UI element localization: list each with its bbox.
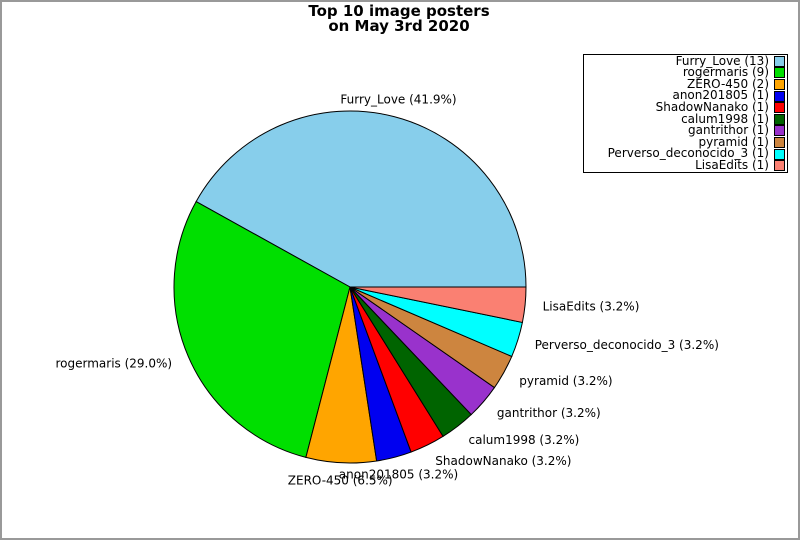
legend-swatch-icon — [774, 148, 785, 160]
wedge-label-anon201805: anon201805 (3.2%) — [339, 467, 458, 481]
legend-box: Furry_Love (13) rogermaris (9) ZERO-450 (2… — [583, 54, 788, 173]
wedge-label-Furry_Love: Furry_Love (41.9%) — [340, 93, 456, 107]
legend-swatch-icon — [774, 55, 785, 67]
legend-label: calum1998 (1) — [681, 111, 769, 126]
legend-swatch-icon — [774, 160, 785, 172]
wedge-label-calum1998: calum1998 (3.2%) — [469, 433, 580, 447]
legend-row-LisaEdits: LisaEdits (1) — [586, 157, 785, 172]
pie-wedge-LisaEdits — [349, 286, 527, 324]
wedge-label-ShadowNanako: ShadowNanako (3.2%) — [435, 454, 571, 468]
wedge-label-gantrithor: gantrithor (3.2%) — [497, 406, 601, 420]
legend-label: pyramid (1) — [698, 134, 769, 149]
legend-row-Furry_Love: Furry_Love (13) — [586, 53, 785, 68]
legend-row-calum1998: calum1998 (1) — [586, 111, 785, 126]
chart-title-line1: Top 10 image posters — [308, 2, 490, 20]
pie-wedge-rogermaris — [173, 200, 351, 458]
chart-title-line2: on May 3rd 2020 — [328, 17, 470, 35]
legend-label: gantrithor (1) — [688, 123, 769, 138]
legend-row-pyramid: pyramid (1) — [586, 134, 785, 149]
legend-row-Perverso_deconocido_3: Perverso_deconocido_3 (1) — [586, 146, 785, 161]
pie-wedge-Furry_Love — [195, 110, 527, 288]
legend-row-ZERO-450: ZERO-450 (2) — [586, 76, 785, 91]
legend-label: ShadowNanako (1) — [655, 99, 769, 114]
wedge-label-LisaEdits: LisaEdits (3.2%) — [543, 300, 640, 314]
legend-label: Furry_Love (13) — [675, 53, 769, 68]
wedge-label-ZERO-450: ZERO-450 (6.5%) — [288, 473, 393, 487]
legend-label: ZERO-450 (2) — [687, 76, 769, 91]
legend-row-rogermaris: rogermaris (9) — [586, 65, 785, 80]
legend-swatch-icon — [774, 113, 785, 125]
legend-swatch-icon — [774, 67, 785, 79]
legend-label: anon201805 (1) — [672, 88, 769, 103]
legend-swatch-icon — [774, 90, 785, 102]
chart-title: Top 10 image posters on May 3rd 2020 — [0, 4, 798, 34]
wedge-label-pyramid: pyramid (3.2%) — [519, 374, 612, 388]
legend-swatch-icon — [774, 125, 785, 137]
wedge-label-rogermaris: rogermaris (29.0%) — [55, 356, 172, 370]
legend-label: LisaEdits (1) — [695, 157, 769, 172]
legend-swatch-icon — [774, 102, 785, 114]
wedge-label-Perverso_deconocido_3: Perverso_deconocido_3 (3.2%) — [535, 338, 719, 352]
legend-swatch-icon — [774, 136, 785, 148]
legend-swatch-icon — [774, 79, 785, 91]
legend-row-ShadowNanako: ShadowNanako (1) — [586, 99, 785, 114]
legend-label: rogermaris (9) — [682, 65, 769, 80]
legend-row-gantrithor: gantrithor (1) — [586, 123, 785, 138]
legend-row-anon201805: anon201805 (1) — [586, 90, 785, 102]
legend-label: Perverso_deconocido_3 (1) — [607, 146, 769, 161]
